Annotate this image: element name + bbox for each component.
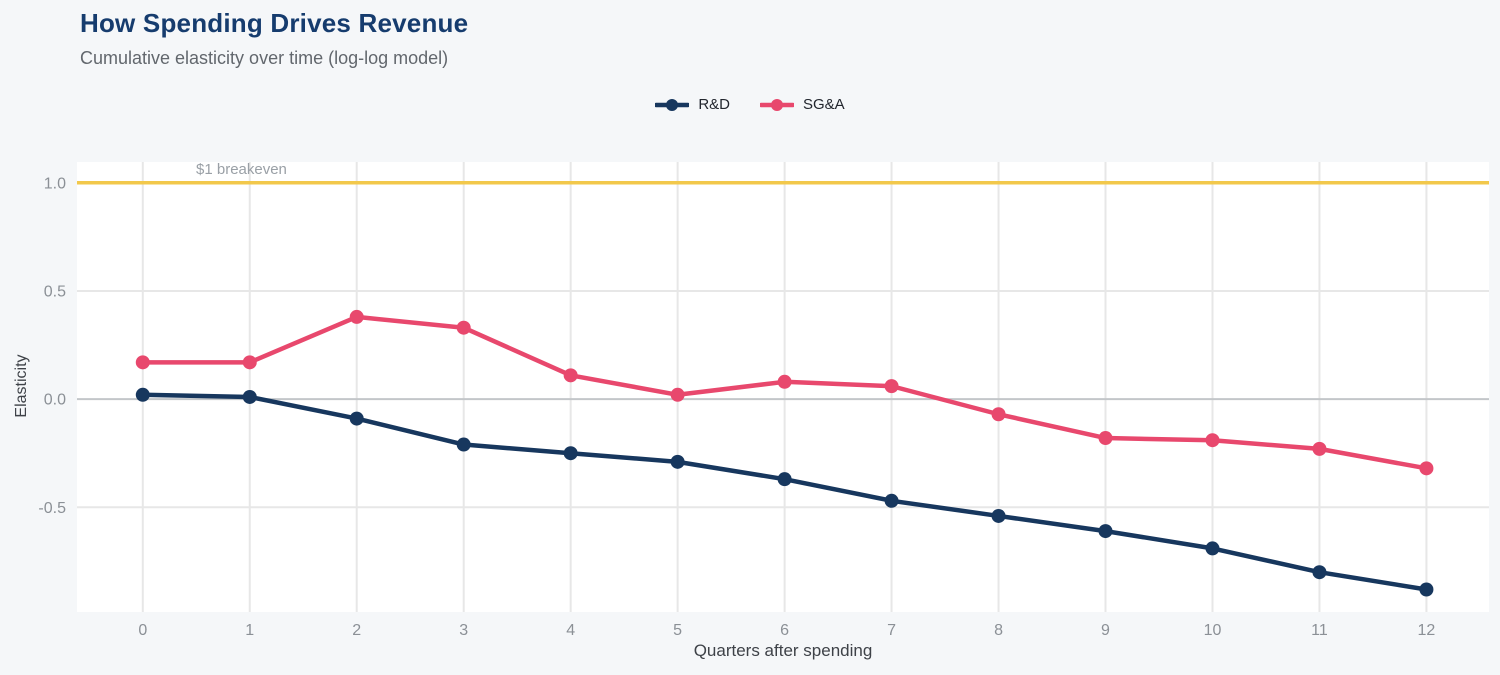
x-tick-label: 6 xyxy=(780,622,789,639)
data-point xyxy=(135,355,150,370)
data-point xyxy=(1419,461,1434,476)
x-tick-label: 2 xyxy=(352,622,361,639)
y-tick-label: -0.5 xyxy=(38,500,66,517)
x-tick-label: 12 xyxy=(1418,622,1436,639)
data-point xyxy=(991,407,1006,422)
x-axis-title: Quarters after spending xyxy=(693,641,873,660)
data-point xyxy=(1312,565,1327,580)
data-point xyxy=(670,454,685,469)
data-point xyxy=(563,446,578,461)
x-tick-label: 7 xyxy=(887,622,896,639)
legend-marker-rd xyxy=(655,98,690,111)
data-point xyxy=(242,355,257,370)
chart-title: How Spending Drives Revenue xyxy=(80,8,469,38)
legend-item-rd[interactable]: R&D xyxy=(655,96,730,113)
data-point xyxy=(1312,441,1327,456)
data-point xyxy=(242,389,257,404)
data-point xyxy=(349,309,364,324)
data-point xyxy=(1098,524,1113,539)
data-point xyxy=(884,493,899,508)
x-tick-label: 11 xyxy=(1311,622,1328,639)
legend-item-sga[interactable]: SG&A xyxy=(759,96,845,113)
x-tick-label: 4 xyxy=(566,622,575,639)
y-tick-label: 0.0 xyxy=(44,392,66,409)
data-point xyxy=(135,387,150,402)
data-point xyxy=(563,368,578,383)
data-point xyxy=(777,472,792,487)
data-point xyxy=(1419,582,1434,597)
x-tick-label: 10 xyxy=(1204,622,1222,639)
data-point xyxy=(456,320,471,335)
x-tick-label: 0 xyxy=(138,622,147,639)
x-tick-label: 5 xyxy=(673,622,682,639)
y-tick-label: 0.5 xyxy=(44,283,66,300)
x-tick-label: 1 xyxy=(245,622,254,639)
x-tick-label: 9 xyxy=(1101,622,1110,639)
x-tick-label: 8 xyxy=(994,622,1003,639)
legend-label-sga: SG&A xyxy=(802,96,845,113)
data-point xyxy=(456,437,471,452)
legend: R&D SG&A xyxy=(0,96,1500,113)
y-axis-title: Elasticity xyxy=(13,354,30,418)
data-point xyxy=(1205,433,1220,448)
data-point xyxy=(349,411,364,426)
legend-marker-sga xyxy=(759,98,794,111)
y-tick-label: 1.0 xyxy=(44,175,66,192)
data-point xyxy=(991,508,1006,523)
x-tick-label: 3 xyxy=(459,622,468,639)
data-point xyxy=(884,379,899,394)
legend-label-rd: R&D xyxy=(698,96,730,113)
data-point xyxy=(777,374,792,389)
data-point xyxy=(670,387,685,402)
breakeven-annotation: $1 breakeven xyxy=(196,161,287,178)
data-point xyxy=(1205,541,1220,556)
data-point xyxy=(1098,431,1113,446)
chart-subtitle: Cumulative elasticity over time (log-log… xyxy=(80,48,449,68)
